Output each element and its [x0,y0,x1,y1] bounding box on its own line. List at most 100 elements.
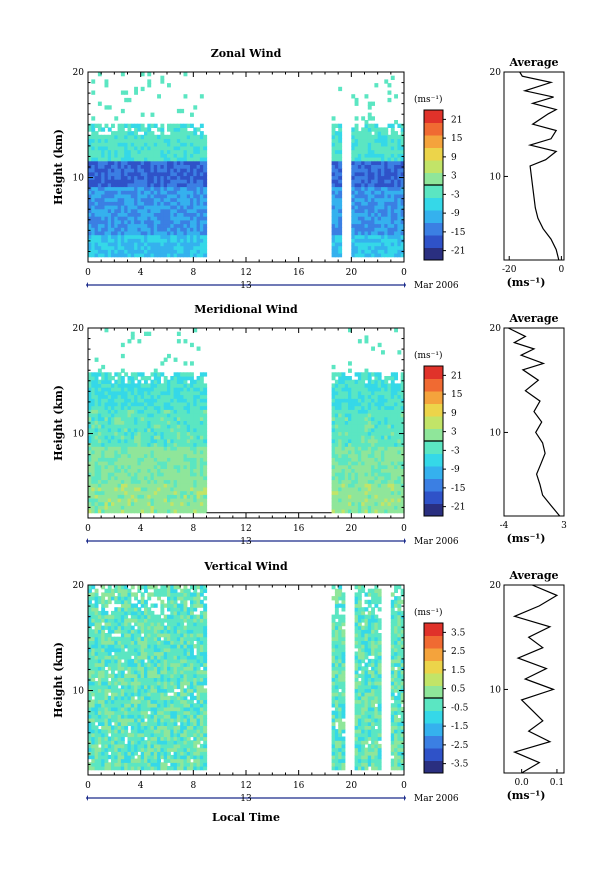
heatmap-cell [180,379,185,384]
heatmap-cell [163,472,168,477]
heatmap-cell [144,413,148,418]
heatmap-cell [190,383,194,388]
heatmap-cell [94,464,99,469]
heatmap-cell [104,599,109,605]
heatmap-cell [193,205,198,210]
heatmap-cell [199,190,204,195]
heatmap-cell [91,134,96,140]
heatmap-cell [170,394,175,399]
heatmap-cell [88,216,92,221]
heatmap-cell [97,766,102,771]
heatmap-cell [397,472,402,477]
heatmap-cell [120,142,125,147]
heatmap-cell [127,205,132,210]
heatmap-cell [94,142,99,147]
heatmap-cell [196,438,201,444]
heatmap-cell [127,145,132,151]
heatmap-cell [374,449,379,455]
heatmap-cell [397,479,402,484]
heatmap-cell [130,372,135,377]
heatmap-cell [120,230,125,236]
heatmap-cell [193,249,198,254]
heatmap-cell [114,238,119,243]
heatmap-cell [331,253,336,258]
heatmap-cell [130,335,135,340]
heatmap-cell [140,435,145,440]
heatmap-cell [193,483,198,488]
heatmap-cell [361,193,366,199]
heatmap-cell [361,157,366,162]
heatmap-cell [101,640,106,645]
heatmap-cell [101,736,106,741]
heatmap-cell [167,223,171,228]
heatmap-cell [381,464,385,469]
heatmap-cell [104,740,109,745]
heatmap-cell [397,442,402,447]
heatmap-cell [173,483,178,488]
heatmap-cell [196,230,201,236]
heatmap-cell [374,379,379,384]
heatmap-cell [144,416,148,421]
heatmap-cell [180,108,185,114]
heatmap-cell [111,186,115,191]
heatmap-cell [180,486,185,492]
heatmap-cell [183,160,188,165]
heatmap-cell [137,164,142,169]
heatmap-cell [88,585,92,590]
heatmap-cell [176,175,181,180]
heatmap-cell [130,449,135,455]
heatmap-cell [351,483,356,488]
heatmap-cell [91,596,96,601]
heatmap-cell [107,468,112,473]
heatmap-cell [190,431,194,436]
average-y-tick-label: 10 [490,428,502,438]
heatmap-cell [147,509,152,514]
heatmap-cell [147,497,152,503]
heatmap-cell [397,483,402,488]
heatmap-cell [364,424,369,429]
heatmap-cell [88,145,92,151]
heatmap-cell [364,413,369,418]
heatmap-cell [157,457,161,462]
heatmap-cell [117,401,122,407]
heatmap-cell [190,461,194,466]
heatmap-cell [94,695,99,701]
heatmap-cell [180,197,185,202]
heatmap-cell [338,479,343,484]
heatmap-cell [199,179,204,184]
heatmap-cell [190,205,194,210]
heatmap-cell [357,216,362,221]
heatmap-cell [160,387,165,392]
heatmap-cell [101,603,106,608]
heatmap-cell [157,483,161,488]
heatmap-cell [173,175,178,180]
heatmap-cell [117,479,122,484]
heatmap-cell [150,387,155,392]
heatmap-cell [367,490,372,495]
heatmap-cell [157,164,161,169]
heatmap-cell [150,464,155,469]
heatmap-cell [94,394,99,399]
heatmap-cell [400,182,405,188]
heatmap-cell [180,123,185,128]
heatmap-cell [114,596,119,601]
heatmap-cell [94,501,99,506]
heatmap-cell [97,398,102,403]
heatmap-cell [163,490,168,495]
heatmap-cell [137,424,142,429]
heatmap-cell [377,413,382,418]
heatmap-cell [371,409,375,414]
heatmap-cell [374,376,379,381]
heatmap-cell [167,505,171,510]
heatmap-cell [331,216,336,221]
heatmap-cell [97,134,102,140]
heatmap-cell [186,457,191,462]
heatmap-cell [394,449,398,455]
heatmap-cell [127,457,132,462]
heatmap-cell [153,438,158,444]
heatmap-cell [127,197,132,202]
heatmap-cell [147,383,152,388]
heatmap-cell [124,461,129,466]
heatmap-cell [183,394,188,399]
heatmap-cell [364,497,369,503]
